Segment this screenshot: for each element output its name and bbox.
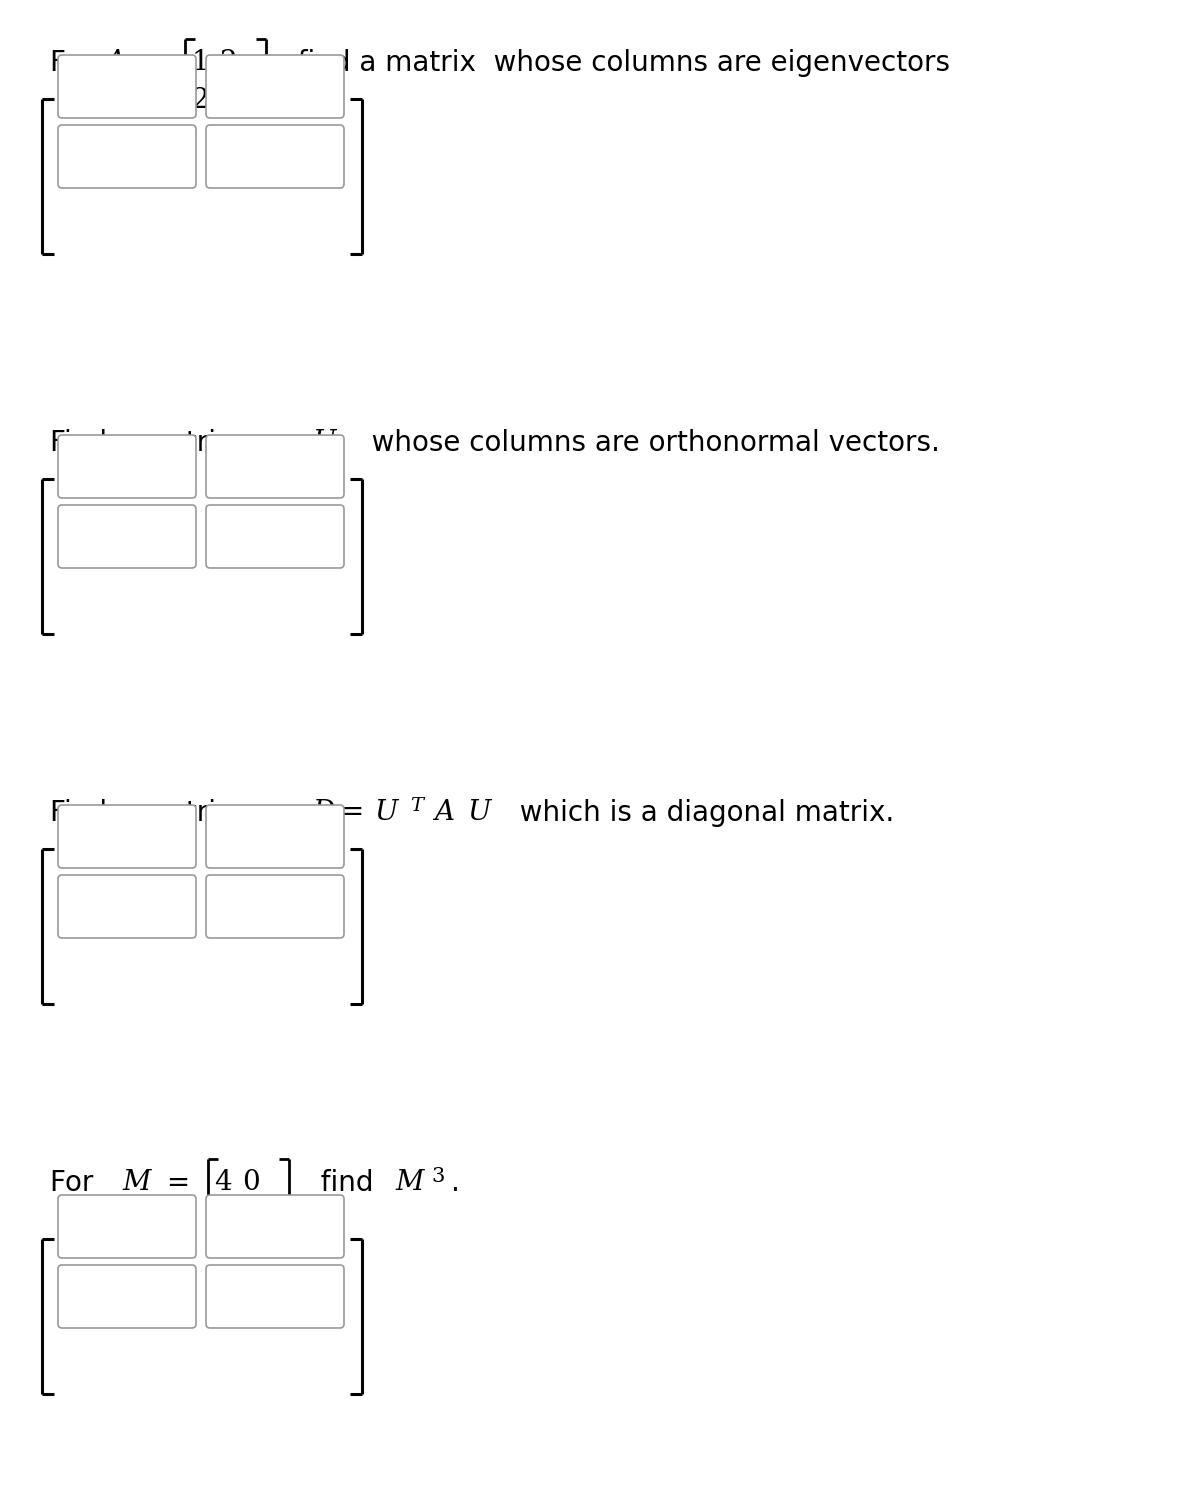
Text: 3: 3 [431,1166,444,1186]
FancyBboxPatch shape [206,875,344,939]
Text: M: M [395,1169,424,1197]
Text: 0: 0 [214,1207,232,1234]
Text: 4: 4 [214,1169,232,1197]
FancyBboxPatch shape [58,125,196,189]
Text: 1: 1 [191,48,209,75]
FancyBboxPatch shape [58,1265,196,1328]
Text: which is a diagonal matrix.: which is a diagonal matrix. [502,798,894,827]
Text: T: T [410,797,422,815]
Text: 2: 2 [220,48,236,75]
FancyBboxPatch shape [206,125,344,189]
FancyBboxPatch shape [58,804,196,868]
FancyBboxPatch shape [58,54,196,118]
Text: Find a matrix: Find a matrix [50,798,241,827]
FancyBboxPatch shape [206,506,344,567]
FancyBboxPatch shape [206,435,344,498]
Text: A: A [106,48,125,75]
Text: 1: 1 [220,88,236,115]
Text: For: For [50,48,112,77]
FancyBboxPatch shape [58,1195,196,1259]
FancyBboxPatch shape [206,1265,344,1328]
Text: =: = [134,48,176,77]
Text: =: = [340,798,364,825]
FancyBboxPatch shape [58,875,196,939]
Text: D: D [312,798,335,825]
Text: A: A [434,798,454,825]
FancyBboxPatch shape [206,54,344,118]
Text: 2: 2 [191,88,209,115]
Text: Find a matrix: Find a matrix [50,429,241,457]
Text: U: U [467,798,491,825]
Text: For: For [50,1169,102,1197]
FancyBboxPatch shape [206,804,344,868]
Text: M: M [122,1169,150,1197]
Text: .: . [451,1169,460,1197]
Text: find: find [302,1169,383,1197]
Text: U: U [312,429,335,456]
Text: U: U [374,798,397,825]
Text: =: = [158,1169,199,1197]
Text: 0: 0 [242,1169,260,1197]
Text: find a matrix  whose columns are eigenvectors: find a matrix whose columns are eigenvec… [280,48,950,77]
Text: 7: 7 [242,1207,260,1234]
FancyBboxPatch shape [206,1195,344,1259]
FancyBboxPatch shape [58,435,196,498]
FancyBboxPatch shape [58,506,196,567]
Text: whose columns are orthonormal vectors.: whose columns are orthonormal vectors. [346,429,940,457]
